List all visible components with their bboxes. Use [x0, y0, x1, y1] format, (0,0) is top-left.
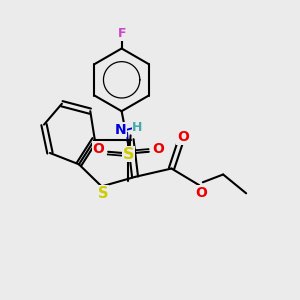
Text: S: S [123, 147, 134, 162]
Text: H: H [132, 121, 142, 134]
Text: O: O [152, 142, 164, 156]
Text: O: O [93, 142, 105, 156]
Text: N: N [115, 123, 126, 137]
Text: O: O [195, 186, 207, 200]
Text: S: S [98, 185, 108, 200]
Text: F: F [117, 27, 126, 40]
Text: O: O [177, 130, 189, 144]
